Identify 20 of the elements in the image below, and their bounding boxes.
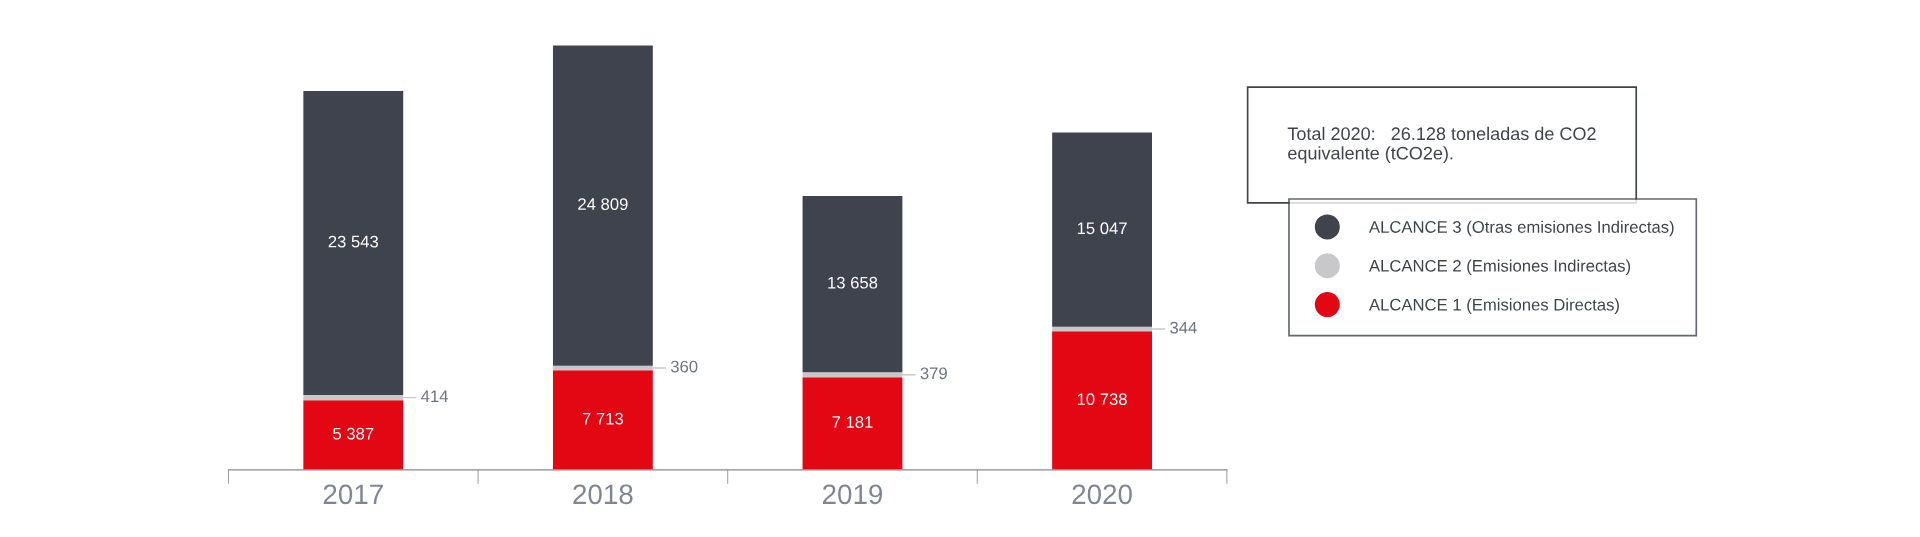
legend-label: ALCANCE 1 (Emisiones Directas): [1369, 298, 1619, 314]
data-label: 15 047: [1077, 222, 1127, 235]
legend-label: ALCANCE 2 (Emisiones Indirectas): [1369, 259, 1631, 276]
text: Total 2020: 26.128 toneladas de CO2 equivalente (tCO2e).: [1287, 126, 1596, 164]
x-tick-label: 2020: [1072, 484, 1132, 505]
data-label: 344: [1170, 321, 1197, 334]
data-label: 24 809: [578, 198, 628, 210]
x-tick-label: 2018: [573, 484, 633, 505]
data-label: 10 738: [1077, 393, 1127, 406]
legend-label: ALCANCE 3 (Otras emisiones Indirectas): [1369, 220, 1674, 237]
data-label: 23 543: [328, 235, 379, 248]
x-tick-label: 2017: [323, 484, 383, 505]
data-label: 379: [920, 367, 947, 380]
data-label: 7 713: [582, 412, 623, 425]
x-tick-label: 2019: [822, 484, 883, 505]
data-label: 5 387: [333, 427, 374, 440]
data-label: 360: [670, 360, 698, 373]
data-label: 7 181: [832, 416, 873, 428]
data-label: 414: [421, 390, 448, 402]
data-label: 13 658: [828, 276, 878, 289]
